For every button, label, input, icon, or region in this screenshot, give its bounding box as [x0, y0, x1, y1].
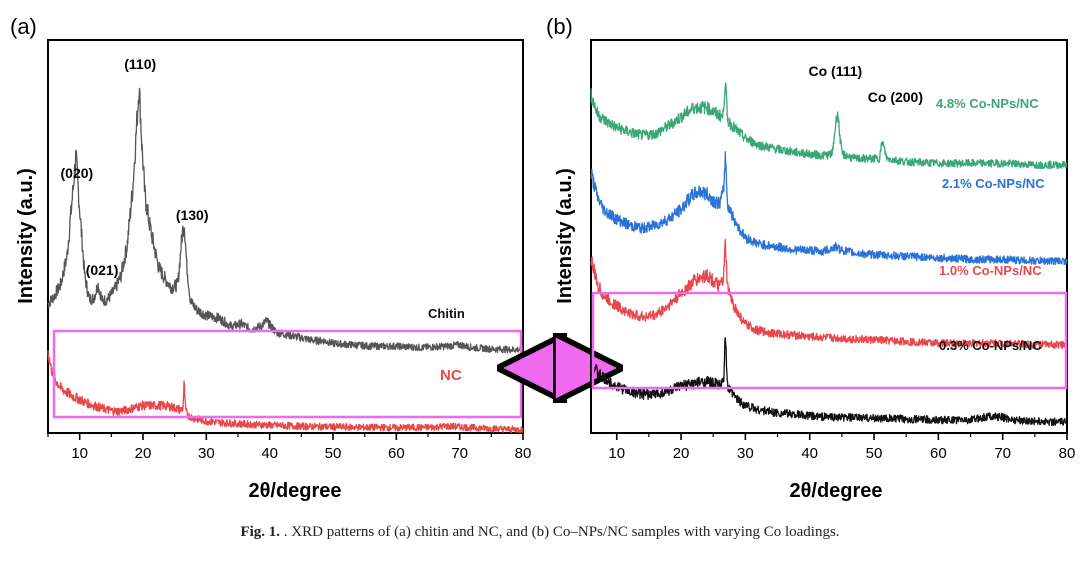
panel-b-series-line-0: [590, 82, 1068, 170]
panel-a-ylabel: Intensity (a.u.): [15, 168, 37, 304]
panel-label-b: (b): [546, 14, 573, 39]
panel-b-series-line-1: [590, 150, 1068, 266]
panel-a-peak-annotation: (130): [176, 207, 209, 223]
low-loading-highlight-box: [591, 291, 1068, 390]
series-label-co48: 4.8% Co-NPs/NC: [936, 96, 1039, 111]
panel-label-a: (a): [10, 14, 37, 39]
series-label-co03: 0.3% Co-NPs/NC: [939, 338, 1042, 353]
panel-b-xtick-label: 30: [737, 445, 754, 462]
panel-a-xtick-label: 10: [71, 445, 88, 462]
panel-b-xtick-label: 10: [608, 445, 625, 462]
caption-text: . XRD patterns of (a) chitin and NC, and…: [280, 524, 840, 540]
panel-b-xtick-label: 70: [994, 445, 1011, 462]
figure-caption: Fig. 1. . XRD patterns of (a) chitin and…: [0, 524, 1080, 541]
panel-a-xtick-label: 50: [325, 445, 342, 462]
panel-a-xtick-label: 60: [388, 445, 405, 462]
panel-a-series-line-1: [47, 350, 524, 434]
panel-a-peak-annotation: (020): [61, 165, 94, 181]
panel-a-xtick-label: 40: [261, 445, 278, 462]
series-label-nc: NC: [440, 367, 462, 384]
panel-b-frame: [590, 39, 1068, 434]
panel-b-xtick-label: 20: [673, 445, 690, 462]
panel-b-xtick-label: 40: [801, 445, 818, 462]
panel-b-peak-annotation: Co (111): [809, 63, 863, 79]
panel-a-frame: [47, 39, 524, 434]
panel-b-series-line-2: [590, 238, 1068, 350]
panel-b-xlabel: 2θ/degree: [789, 480, 882, 502]
series-label-chitin: Chitin: [428, 306, 465, 321]
panel-b-xtick-label: 60: [930, 445, 947, 462]
panel-b-ylabel: Intensity (a.u.): [554, 168, 576, 304]
panel-a-peak-annotation: (021): [86, 262, 119, 278]
panel-b-peak-annotation: Co (200): [868, 89, 923, 105]
panel-a-chart: 10 20 30 40 50 60 70 80 Intensity (a.u.) 2θ/deg…: [15, 39, 532, 502]
panel-a-peak-annotation: (110): [124, 56, 156, 72]
panel-a-xtick-label: 70: [451, 445, 468, 462]
series-label-co21: 2.1% Co-NPs/NC: [942, 176, 1045, 191]
series-label-co10: 1.0% Co-NPs/NC: [939, 263, 1042, 278]
panel-a-xtick-label: 30: [198, 445, 215, 462]
panel-b-xtick-label: 80: [1059, 445, 1076, 462]
caption-figure-number: Fig. 1.: [240, 524, 281, 540]
panel-a-xtick-label: 80: [515, 445, 532, 462]
panel-a-xtick-label: 20: [135, 445, 152, 462]
panel-b-xtick-label: 50: [866, 445, 883, 462]
panel-b-chart: 10 20 30 40 50 60 70 80 Intensity (a.u.) 2θ/deg…: [554, 39, 1076, 502]
panel-a-xlabel: 2θ/degree: [248, 480, 341, 502]
panel-a-series-line-0: [47, 87, 524, 354]
